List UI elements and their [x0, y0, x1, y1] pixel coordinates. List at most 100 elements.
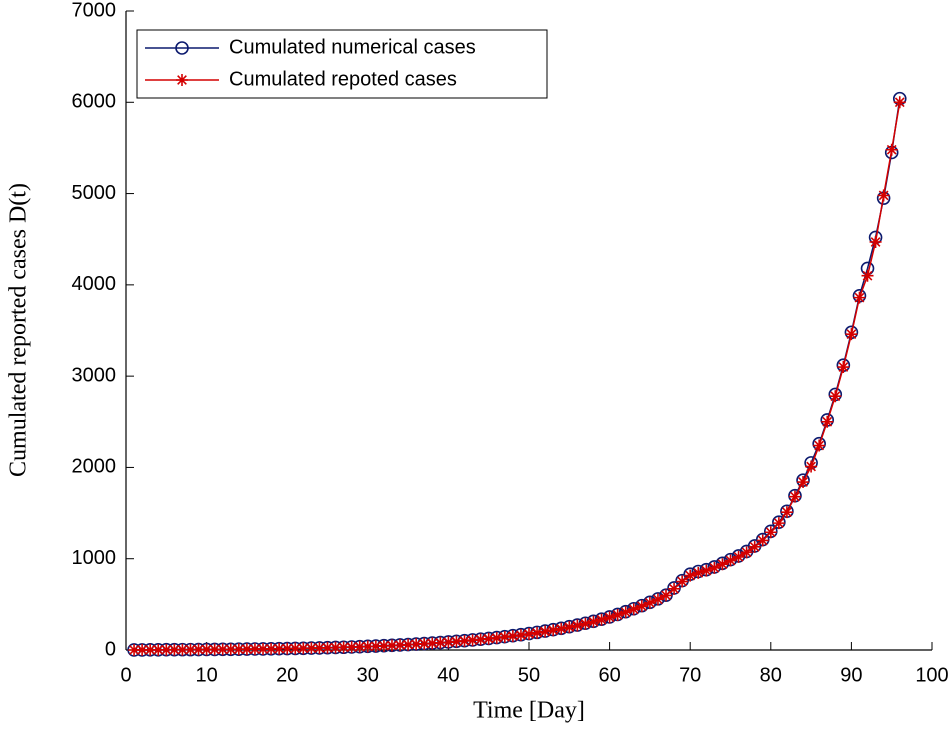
marker: [531, 626, 544, 639]
marker: [361, 640, 374, 653]
marker: [708, 561, 721, 574]
marker: [426, 637, 439, 650]
marker: [410, 638, 423, 651]
x-tick-label: 60: [598, 664, 620, 686]
y-tick-label: 6000: [72, 91, 117, 113]
marker: [273, 642, 286, 655]
marker: [523, 628, 535, 641]
marker: [579, 617, 592, 630]
marker: [216, 643, 229, 656]
x-tick-label: 80: [760, 664, 782, 686]
marker: [837, 361, 850, 374]
marker: [305, 642, 318, 655]
marker: [248, 643, 261, 656]
marker: [764, 526, 777, 539]
marker: [692, 566, 705, 579]
marker: [547, 624, 560, 637]
marker: [724, 554, 737, 567]
x-axis-label: Time [Day]: [473, 698, 585, 724]
x-tick-label: 20: [276, 664, 298, 686]
marker: [797, 476, 810, 489]
marker: [555, 622, 568, 635]
marker: [885, 143, 898, 156]
marker: [668, 582, 681, 595]
marker: [192, 643, 205, 656]
marker: [402, 638, 415, 651]
marker: [684, 569, 697, 582]
y-tick-label: 5000: [72, 182, 117, 204]
marker: [676, 575, 689, 588]
marker: [821, 415, 834, 428]
marker: [619, 606, 632, 619]
marker: [539, 625, 552, 638]
marker: [418, 637, 431, 650]
marker: [281, 642, 294, 655]
marker: [869, 235, 882, 248]
x-tick-label: 90: [840, 664, 862, 686]
marker: [289, 642, 302, 655]
marker: [595, 613, 608, 626]
marker: [587, 615, 600, 628]
marker: [466, 634, 479, 647]
marker: [845, 328, 858, 341]
y-tick-label: 3000: [72, 364, 117, 386]
marker: [200, 643, 213, 656]
marker: [313, 641, 326, 654]
marker: [232, 643, 245, 656]
marker: [224, 643, 237, 656]
marker: [498, 631, 511, 644]
marker: [732, 550, 745, 563]
marker: [265, 642, 278, 655]
marker: [369, 640, 382, 653]
x-tick-label: 30: [357, 664, 379, 686]
marker: [458, 634, 471, 647]
marker: [257, 642, 270, 655]
marker: [385, 639, 398, 652]
marker: [176, 643, 189, 656]
y-tick-label: 7000: [72, 0, 117, 21]
marker: [128, 644, 141, 656]
marker: [450, 635, 463, 648]
marker: [490, 631, 503, 644]
marker: [861, 269, 874, 282]
marker: [345, 641, 358, 654]
marker: [442, 636, 455, 649]
marker: [603, 611, 616, 624]
marker: [353, 640, 366, 653]
x-tick-label: 10: [195, 664, 217, 686]
marker: [772, 517, 785, 530]
legend-label: Cumulated repoted cases: [229, 68, 457, 90]
marker: [805, 460, 818, 473]
marker: [168, 643, 181, 656]
y-axis-label: Cumulated reported cases D(t): [6, 183, 32, 477]
y-tick-label: 0: [105, 638, 116, 660]
marker: [611, 608, 624, 621]
marker: [756, 534, 769, 547]
marker: [144, 643, 157, 656]
marker: [748, 540, 761, 553]
marker: [635, 600, 648, 613]
y-tick-label: 4000: [72, 273, 117, 295]
marker: [175, 41, 189, 55]
marker: [377, 639, 390, 652]
marker: [788, 490, 801, 503]
marker: [780, 506, 793, 519]
y-tick-label: 2000: [72, 456, 117, 478]
marker: [337, 641, 350, 654]
marker: [571, 619, 584, 632]
marker: [660, 589, 673, 602]
marker: [160, 643, 173, 656]
marker: [240, 643, 253, 656]
legend-label: Cumulated numerical cases: [229, 36, 476, 58]
marker: [563, 621, 576, 634]
x-tick-label: 70: [679, 664, 701, 686]
marker: [297, 642, 310, 655]
marker: [893, 96, 906, 109]
marker: [716, 558, 729, 571]
x-tick-label: 0: [120, 664, 131, 686]
marker: [877, 189, 890, 202]
marker: [506, 630, 519, 643]
x-tick-label: 100: [915, 664, 948, 686]
